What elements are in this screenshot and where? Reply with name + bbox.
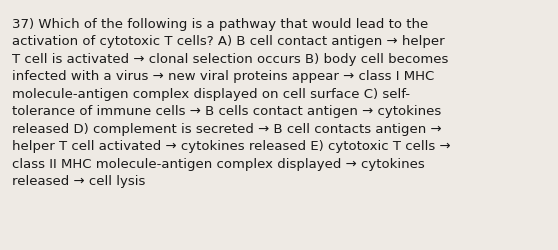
Text: 37) Which of the following is a pathway that would lead to the
activation of cyt: 37) Which of the following is a pathway … — [12, 18, 451, 187]
